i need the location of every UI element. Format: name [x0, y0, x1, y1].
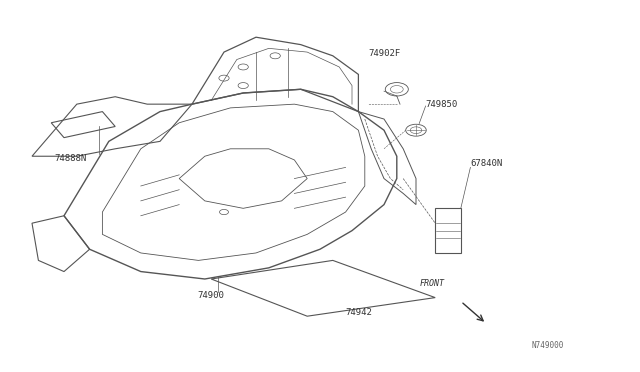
Text: FRONT: FRONT: [420, 279, 445, 288]
Text: 74900: 74900: [198, 291, 225, 300]
Text: 74902F: 74902F: [368, 49, 400, 58]
Text: 67840N: 67840N: [470, 159, 502, 168]
Text: 749850: 749850: [426, 100, 458, 109]
Text: N749000: N749000: [531, 341, 564, 350]
Text: 74888N: 74888N: [54, 154, 86, 163]
Text: 74942: 74942: [345, 308, 372, 317]
